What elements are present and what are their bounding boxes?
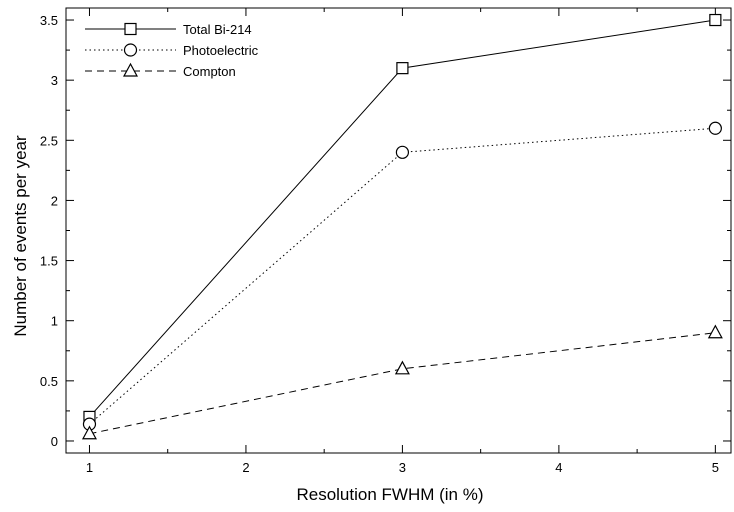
legend: Total Bi-214 Photoelectric Compton [85, 22, 259, 79]
data-point-square [396, 62, 409, 75]
legend-label: Compton [183, 64, 236, 79]
y-tick-label: 2.5 [40, 133, 58, 148]
x-tick-label: 1 [86, 460, 93, 475]
data-point-triangle [394, 360, 410, 375]
data-point-circle [708, 121, 722, 135]
x-tick-label: 2 [242, 460, 249, 475]
x-axis-ticks: 1 2 3 4 5 [86, 8, 719, 475]
x-tick-label: 3 [399, 460, 406, 475]
plot-area-border [65, 7, 732, 454]
y-tick-label: 0.5 [40, 374, 58, 389]
series-line [89, 332, 716, 435]
y-tick-label: 3 [51, 73, 58, 88]
legend-marker-square [124, 22, 137, 36]
series-line [89, 127, 716, 425]
y-tick-label: 3.5 [40, 13, 58, 28]
data-point-circle [395, 145, 410, 159]
legend-marker-triangle [122, 62, 139, 77]
y-axis-title: Number of events per year [11, 135, 30, 337]
x-tick-label: 4 [555, 460, 562, 475]
plot-frame [65, 7, 732, 454]
series-markers [81, 13, 723, 440]
data-point-triangle [81, 425, 97, 440]
y-tick-label: 2 [51, 193, 58, 208]
series-line [89, 19, 716, 418]
x-tick-label: 5 [712, 460, 719, 475]
data-point-square [709, 13, 722, 27]
legend-label: Photoelectric [183, 43, 259, 58]
y-axis-ticks: 0 0.5 1 1.5 2 2.5 3 3.5 [40, 13, 731, 449]
y-tick-label: 1 [51, 314, 58, 329]
legend-label: Total Bi-214 [183, 22, 252, 37]
data-point-triangle [707, 324, 723, 339]
y-tick-label: 0 [51, 434, 58, 449]
y-tick-label: 1.5 [40, 254, 58, 269]
x-axis-title: Resolution FWHM (in %) [296, 485, 483, 504]
legend-marker-circle [123, 43, 138, 57]
